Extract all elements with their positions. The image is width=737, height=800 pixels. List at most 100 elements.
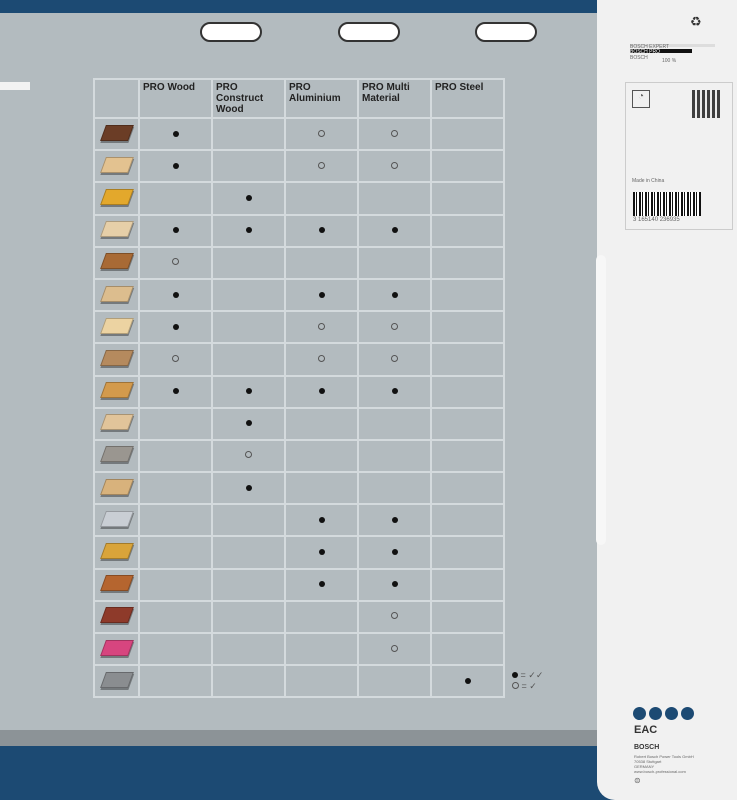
address-line: Robert Bosch Power Tools GmbH (634, 754, 694, 759)
info-box (625, 82, 733, 230)
suitability-cell (211, 471, 286, 506)
material-cell (93, 277, 140, 313)
suitability-cell (430, 631, 505, 667)
open-dot-icon (391, 322, 398, 330)
suitability-cell (284, 631, 359, 667)
brand-name: BOSCH (634, 744, 660, 751)
suitability-cell (284, 535, 359, 570)
legend-full: = ✓✓ (520, 670, 544, 680)
filled-dot-icon (245, 484, 252, 491)
suitability-cell (211, 245, 286, 280)
suitability-cell (284, 213, 359, 248)
suitability-cell (357, 149, 432, 184)
suitability-cell (357, 213, 432, 248)
suitability-cell (357, 471, 432, 506)
suitability-cell (138, 406, 213, 441)
material-cell (93, 664, 140, 699)
open-dot-icon (391, 354, 398, 362)
eac-mark: EAC (634, 724, 658, 736)
address-line: www.bosch-professional.com (634, 769, 686, 774)
suitability-cell (211, 310, 286, 345)
material-icon (99, 446, 134, 463)
table-row (93, 503, 505, 538)
suitability-cell (357, 535, 432, 570)
material-cell (93, 310, 140, 345)
suitability-cell (138, 342, 213, 377)
filled-dot-icon (391, 549, 398, 556)
label-card (597, 0, 737, 800)
suitability-cell (211, 438, 286, 474)
suitability-cell (284, 406, 359, 441)
suitability-cell (211, 567, 286, 602)
column-header: PRO Wood (138, 78, 213, 119)
suitability-cell (357, 310, 432, 345)
legend-partial: = ✓ (521, 681, 537, 691)
column-header: PRO Multi Material (357, 78, 432, 119)
filled-dot-icon (318, 227, 325, 234)
suitability-cell (430, 342, 505, 377)
suitability-cell (430, 116, 505, 152)
suitability-cell (211, 213, 286, 248)
open-dot-icon (318, 322, 325, 330)
open-dot-icon (172, 258, 179, 266)
suitability-cell (284, 599, 359, 635)
material-cell (93, 567, 140, 602)
filled-dot-icon (172, 130, 179, 137)
suitability-cell (138, 664, 213, 699)
filled-dot-icon (391, 388, 398, 395)
suitability-cell (138, 213, 213, 248)
filled-dot-icon (512, 672, 518, 678)
material-cell (93, 471, 140, 506)
material-cell (93, 631, 140, 667)
material-icon (99, 349, 134, 366)
gray-band (0, 730, 737, 746)
suitability-cell (430, 471, 505, 506)
material-icon (99, 221, 134, 238)
open-dot-icon (391, 612, 398, 620)
filled-dot-icon (245, 227, 252, 234)
suitability-cell (284, 374, 359, 409)
suitability-cell (284, 471, 359, 506)
material-cell (93, 535, 140, 570)
filled-dot-icon (172, 291, 179, 298)
suitability-cell (284, 567, 359, 602)
suitability-cell (211, 374, 286, 409)
globe-icon: ⊜ (634, 776, 641, 785)
table-row (93, 342, 505, 377)
suitability-cell (284, 342, 359, 377)
bar-pro: BOSCH PRO (630, 49, 692, 55)
barcode-number: 3 165140 236935 (633, 217, 680, 223)
filled-dot-icon (172, 388, 179, 395)
material-icon (99, 317, 134, 334)
left-strip (0, 82, 30, 90)
open-dot-icon (391, 161, 398, 169)
filled-dot-icon (245, 420, 252, 427)
material-cell (93, 438, 140, 474)
material-icon (99, 382, 134, 399)
material-icon (99, 253, 134, 270)
table-row (93, 567, 505, 602)
suitability-cell (357, 438, 432, 474)
material-cell (93, 599, 140, 635)
suitability-cell (357, 631, 432, 667)
bar-label: BOSCH PRO (630, 49, 661, 55)
suitability-cell (138, 374, 213, 409)
suitability-cell (138, 181, 213, 216)
suitability-cell (357, 406, 432, 441)
suitability-cell (357, 374, 432, 409)
suitability-cell (211, 664, 286, 699)
address-line: GERMANY (634, 764, 655, 769)
table-row (93, 599, 505, 635)
material-icon (99, 671, 134, 688)
made-in: Made in China (632, 178, 665, 184)
suitability-cell (138, 245, 213, 280)
suitability-cell (211, 277, 286, 313)
recycle-icon: ♻ (690, 14, 702, 29)
material-cell (93, 116, 140, 152)
barcode (633, 192, 701, 216)
filled-dot-icon (318, 581, 325, 588)
suitability-cell (430, 149, 505, 184)
speed-icon: ◔ (632, 90, 650, 108)
suitability-cell (284, 181, 359, 216)
material-cell (93, 181, 140, 216)
